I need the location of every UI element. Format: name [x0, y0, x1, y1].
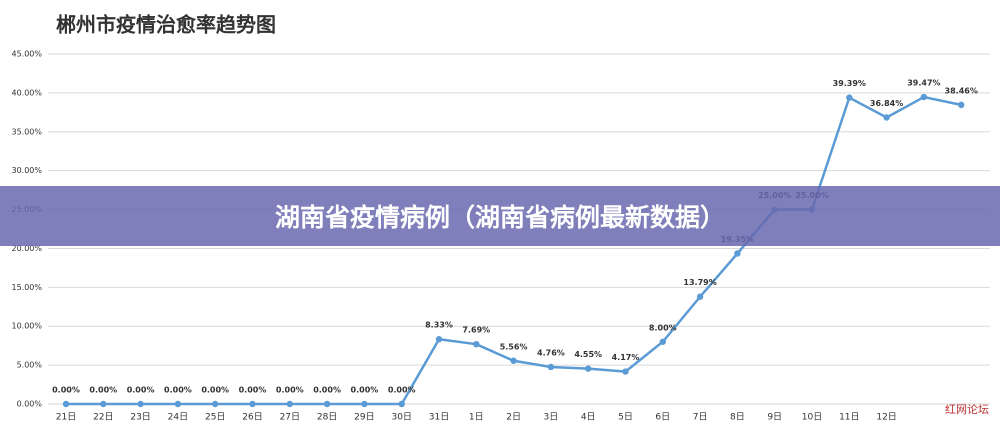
point [883, 114, 890, 121]
data-label: 5.56% [500, 342, 528, 351]
point [585, 365, 592, 372]
point [920, 93, 928, 101]
data-label: 8.00% [649, 323, 677, 332]
point [398, 400, 405, 408]
watermark: 红网论坛 [945, 402, 989, 416]
x-tick-label: 27日 [280, 412, 300, 423]
point [212, 400, 219, 408]
y-tick-label: 45.00% [11, 50, 42, 59]
x-tick-label: 21日 [56, 412, 76, 423]
chart-title: 郴州市疫情治愈率趋势图 [56, 13, 276, 37]
data-label: 0.00% [313, 386, 341, 395]
x-tick-label: 12日 [876, 412, 896, 423]
x-tick-label: 8日 [730, 412, 745, 423]
data-label: 0.00% [89, 386, 117, 395]
x-tick-label: 25日 [205, 412, 225, 423]
y-tick-label: 0.00% [17, 400, 43, 409]
point [62, 400, 70, 408]
x-tick-label: 31日 [429, 412, 449, 423]
data-label: 4.17% [612, 353, 640, 362]
data-label: 39.39% [833, 79, 866, 88]
x-tick-label: 10日 [802, 412, 822, 423]
point [958, 101, 965, 109]
data-label: 0.00% [351, 386, 379, 395]
x-tick-label: 29日 [354, 412, 374, 423]
y-tick-label: 30.00% [11, 166, 42, 175]
data-label: 7.69% [462, 326, 490, 335]
x-tick-label: 22日 [93, 412, 113, 423]
x-tick-label: 3日 [544, 412, 559, 423]
point [361, 400, 368, 408]
data-label: 39.47% [907, 79, 940, 88]
point [100, 400, 107, 408]
point [286, 400, 293, 408]
x-tick-label: 7日 [693, 412, 708, 423]
y-tick-label: 10.00% [11, 322, 42, 331]
point [249, 400, 256, 408]
point [547, 363, 555, 371]
x-tick-label: 24日 [168, 412, 188, 423]
x-tick-label: 11日 [839, 412, 859, 423]
x-tick-label: 9日 [767, 412, 782, 423]
x-tick-label: 28日 [317, 412, 337, 423]
y-tick-label: 40.00% [11, 88, 42, 97]
point [696, 293, 704, 300]
data-label: 0.00% [52, 386, 80, 395]
x-tick-label: 23日 [130, 412, 150, 423]
data-label: 0.00% [201, 386, 229, 395]
point [510, 357, 517, 364]
x-tick-label: 30日 [391, 412, 411, 423]
point [137, 400, 144, 408]
x-tick-label: 2日 [506, 412, 521, 423]
point [622, 368, 629, 375]
point [734, 250, 741, 257]
data-label: 8.33% [425, 321, 453, 330]
data-label: 36.84% [870, 99, 903, 108]
data-label: 4.76% [537, 348, 565, 357]
x-tick-label: 6日 [655, 412, 670, 423]
banner: 湖南省疫情病例（湖南省病例最新数据） [0, 186, 1000, 246]
point [659, 338, 666, 345]
data-label: 13.79% [683, 278, 716, 287]
point [323, 400, 331, 408]
x-tick-label: 26日 [242, 412, 262, 423]
point [174, 400, 182, 408]
point [473, 340, 480, 348]
x-tick-label: 4日 [581, 412, 596, 423]
x-tick-label: 5日 [618, 412, 633, 423]
data-label: 4.55% [574, 350, 602, 359]
data-label: 0.00% [127, 386, 155, 395]
data-label: 0.00% [164, 386, 192, 395]
y-tick-label: 5.00% [17, 361, 43, 370]
y-tick-label: 15.00% [11, 283, 42, 292]
data-label: 38.46% [945, 86, 978, 95]
data-label: 0.00% [239, 386, 267, 395]
point [435, 336, 443, 343]
data-label: 0.00% [276, 386, 304, 395]
y-tick-label: 20.00% [11, 244, 42, 253]
point [846, 94, 853, 101]
y-tick-label: 35.00% [11, 127, 42, 136]
data-label: 0.00% [388, 386, 416, 395]
x-tick-label: 1日 [469, 412, 484, 423]
